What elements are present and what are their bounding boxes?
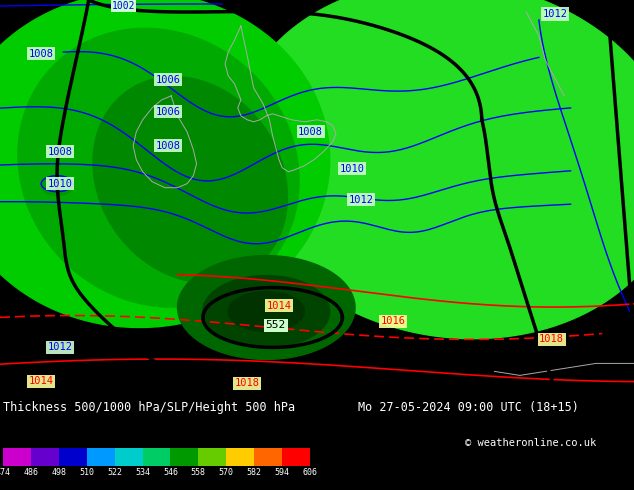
Text: 1014: 1014 bbox=[29, 376, 54, 387]
Text: 1014: 1014 bbox=[266, 300, 292, 311]
Text: 486: 486 bbox=[23, 468, 39, 477]
Bar bbox=[115, 448, 143, 466]
Text: 582: 582 bbox=[247, 468, 262, 477]
Text: 510: 510 bbox=[79, 468, 94, 477]
Text: 1008: 1008 bbox=[155, 141, 181, 151]
Bar bbox=[226, 448, 254, 466]
Bar bbox=[87, 448, 115, 466]
Text: 522: 522 bbox=[107, 468, 122, 477]
Text: © weatheronline.co.uk: © weatheronline.co.uk bbox=[465, 438, 596, 448]
Text: 1012: 1012 bbox=[48, 343, 73, 352]
Polygon shape bbox=[0, 0, 330, 327]
Polygon shape bbox=[178, 256, 355, 359]
Text: 1008: 1008 bbox=[298, 127, 323, 137]
Text: 1006: 1006 bbox=[155, 107, 181, 117]
Text: 606: 606 bbox=[302, 468, 318, 477]
Text: 1012: 1012 bbox=[349, 195, 374, 205]
Polygon shape bbox=[203, 275, 330, 347]
Bar bbox=[198, 448, 226, 466]
Text: 1008: 1008 bbox=[48, 147, 73, 157]
Polygon shape bbox=[41, 176, 73, 196]
Bar bbox=[59, 448, 87, 466]
Text: 1012: 1012 bbox=[542, 9, 567, 19]
Text: 546: 546 bbox=[163, 468, 178, 477]
Text: 534: 534 bbox=[135, 468, 150, 477]
Bar bbox=[254, 448, 282, 466]
Bar bbox=[31, 448, 59, 466]
Text: 1008: 1008 bbox=[29, 49, 54, 59]
Text: 498: 498 bbox=[51, 468, 67, 477]
Text: 552: 552 bbox=[266, 320, 286, 330]
Text: 1006: 1006 bbox=[155, 75, 181, 85]
Text: 570: 570 bbox=[219, 468, 234, 477]
Polygon shape bbox=[18, 28, 299, 307]
Bar bbox=[171, 448, 198, 466]
Text: 1016: 1016 bbox=[380, 317, 406, 326]
Polygon shape bbox=[228, 292, 304, 331]
Text: Mo 27-05-2024 09:00 UTC (18+15): Mo 27-05-2024 09:00 UTC (18+15) bbox=[358, 401, 579, 415]
Text: 1010: 1010 bbox=[48, 179, 73, 189]
Text: 474: 474 bbox=[0, 468, 11, 477]
Text: 1018: 1018 bbox=[235, 378, 260, 389]
Text: 1002: 1002 bbox=[112, 1, 136, 11]
Polygon shape bbox=[93, 76, 287, 283]
Text: 558: 558 bbox=[191, 468, 206, 477]
Text: 594: 594 bbox=[275, 468, 290, 477]
Text: 1010: 1010 bbox=[339, 164, 365, 173]
Text: 1018: 1018 bbox=[539, 335, 564, 344]
Polygon shape bbox=[233, 0, 634, 339]
Bar bbox=[3, 448, 31, 466]
Text: Thickness 500/1000 hPa/SLP/Height 500 hPa: Thickness 500/1000 hPa/SLP/Height 500 hP… bbox=[3, 401, 295, 415]
Bar bbox=[143, 448, 171, 466]
Bar bbox=[282, 448, 310, 466]
